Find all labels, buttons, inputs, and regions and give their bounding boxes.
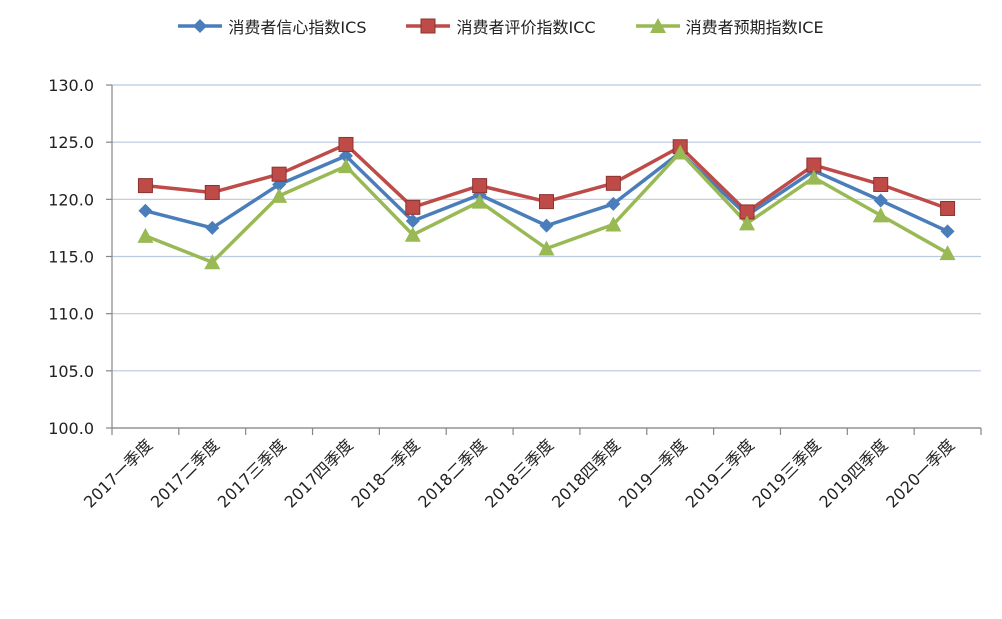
data-point [539,194,554,210]
x-tick-label: 2018一季度 [347,435,423,511]
x-tick-labels: 2017一季度2017二季度2017三季度2017四季度2018一季度2018二… [80,435,958,511]
y-tick-label: 105.0 [48,362,94,381]
data-point [137,227,154,243]
y-tick-label: 130.0 [48,76,94,95]
data-point [605,216,622,232]
data-point [471,193,488,209]
axes [106,84,982,435]
x-tick-label: 2019四季度 [815,435,891,511]
legend-label: 消费者评价指数ICC [456,18,596,37]
data-point [606,196,621,211]
legend-item: 消费者信心指数ICS [178,14,366,38]
data-point [940,200,956,216]
x-tick-label: 2019二季度 [682,435,758,511]
data-point [337,158,354,174]
data-point [538,240,555,256]
y-tick-label: 100.0 [48,419,94,438]
legend-marker [193,19,208,33]
x-tick-label: 2017四季度 [281,435,357,511]
x-tick-label: 2017二季度 [147,435,223,511]
data-point [605,175,621,191]
x-tick-label: 2018四季度 [548,435,624,511]
data-point [205,220,220,235]
data-point [405,199,421,215]
data-point [271,166,287,182]
data-point [271,187,288,203]
legend-marker [649,18,666,33]
data-point [204,254,221,270]
legend-marker [420,18,436,34]
data-point [338,148,353,163]
x-tick-label: 2018二季度 [414,435,490,511]
data-point [138,203,153,218]
y-tick-label: 125.0 [48,133,94,152]
data-point [805,169,822,185]
data-point [873,176,889,192]
x-tick-label: 2018三季度 [481,435,557,511]
x-tick-label: 2020一季度 [882,435,958,511]
series-markers [137,136,956,270]
data-point [739,215,756,231]
legend-swatch [635,18,680,33]
data-point [872,207,889,223]
data-point [672,144,689,160]
legend-item: 消费者评价指数ICC [406,14,596,38]
data-point [873,193,888,208]
x-tick-label: 2017一季度 [80,435,156,511]
x-tick-label: 2017三季度 [214,435,290,511]
grid-lines [112,84,981,429]
data-point [137,178,153,194]
legend-swatch [178,19,223,33]
data-point [405,214,420,229]
data-point [539,218,554,233]
data-point [472,178,488,194]
data-point [939,245,956,261]
y-tick-labels: 100.0 105.0 110.0 115.0 120.0 125.0 130.0 [48,76,94,438]
y-tick-label: 115.0 [48,248,94,267]
x-tick-label: 2019一季度 [615,435,691,511]
legend: 消费者信心指数ICS 消费者评价指数ICC 消费者预期指数ICE [0,14,1002,38]
legend-label: 消费者信心指数ICS [228,18,367,37]
data-point [204,184,220,200]
x-tick-label: 2019三季度 [749,435,825,511]
data-point [404,226,421,242]
legend-swatch [406,18,451,34]
y-tick-label: 120.0 [48,190,94,209]
data-point [940,224,955,239]
y-tick-label: 110.0 [48,305,94,324]
data-point [338,136,354,152]
legend-label: 消费者预期指数ICE [685,18,824,37]
legend-item: 消费者预期指数ICE [635,14,824,38]
